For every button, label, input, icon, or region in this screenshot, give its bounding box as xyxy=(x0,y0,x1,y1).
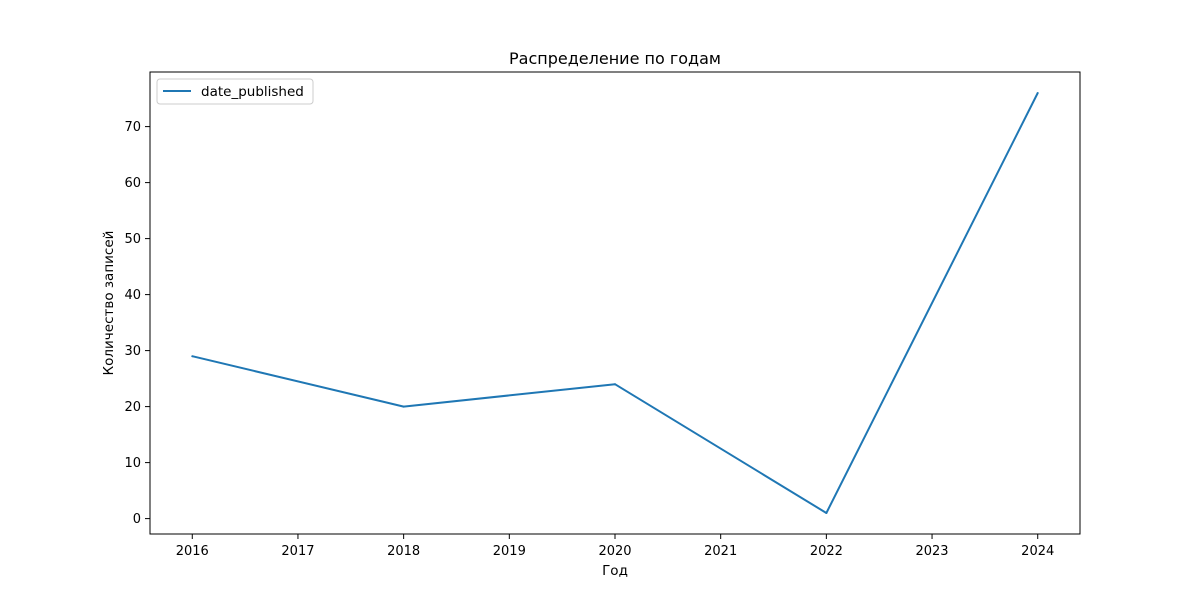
x-tick-label: 2024 xyxy=(1021,544,1054,559)
x-tick-label: 2016 xyxy=(176,544,209,559)
data-point xyxy=(825,512,828,514)
data-point xyxy=(191,355,194,358)
x-tick-label: 2023 xyxy=(915,544,948,559)
data-point xyxy=(402,405,405,408)
data-point xyxy=(1036,92,1039,94)
x-tick-label: 2018 xyxy=(387,544,420,559)
y-tick-label: 60 xyxy=(124,176,141,191)
plot-frame xyxy=(149,71,1081,535)
y-tick-label: 50 xyxy=(124,232,141,247)
x-tick-label: 2022 xyxy=(810,544,843,559)
y-tick-label: 40 xyxy=(124,288,141,303)
legend-box xyxy=(156,78,314,105)
y-tick-label: 0 xyxy=(133,512,141,527)
x-axis-ticks: 2016 2017 2018 2019 2020 2021 2022 2023 2024 xyxy=(176,534,1054,559)
x-tick-label: 2017 xyxy=(281,544,314,559)
y-tick-label: 70 xyxy=(124,120,141,135)
x-tick-label: 2020 xyxy=(598,544,631,559)
x-tick-label: 2021 xyxy=(704,544,737,559)
data-point xyxy=(614,383,616,386)
y-tick-label: 20 xyxy=(124,400,141,415)
x-axis-label: Год xyxy=(602,563,628,579)
series-layer xyxy=(191,92,1039,514)
x-tick-label: 2019 xyxy=(493,544,526,559)
legend-label: date_published xyxy=(201,84,304,100)
y-tick-label: 10 xyxy=(124,456,141,471)
chart-title: Распределение по годам xyxy=(509,49,721,68)
y-axis-label: Количество записей xyxy=(101,231,117,376)
legend: date_published xyxy=(156,78,314,105)
y-tick-label: 30 xyxy=(124,344,141,359)
y-axis-ticks: 0 10 20 30 40 50 60 70 xyxy=(124,120,150,527)
